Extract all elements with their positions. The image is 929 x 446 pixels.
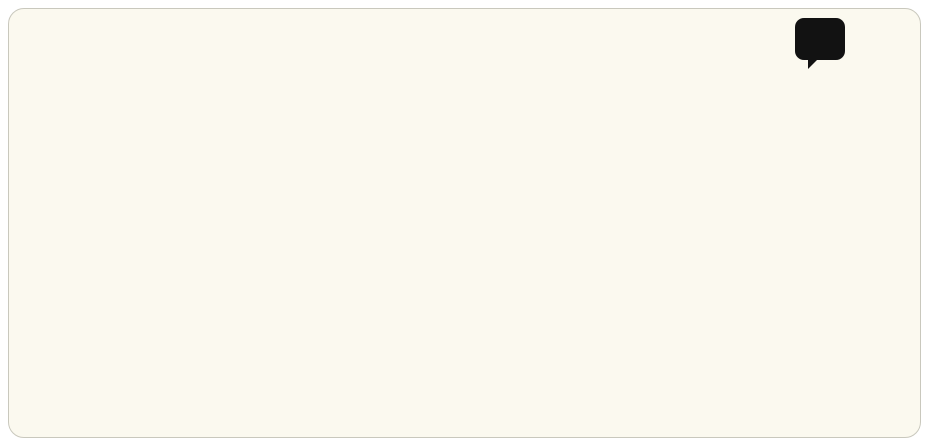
timeline-card [8, 8, 921, 438]
speech-bubble-tail-icon [808, 58, 819, 69]
ithome-logo [791, 18, 925, 69]
timeline-chart [9, 9, 920, 437]
ithome-logo-row [791, 18, 925, 69]
ithome-it-badge-icon [795, 18, 845, 69]
